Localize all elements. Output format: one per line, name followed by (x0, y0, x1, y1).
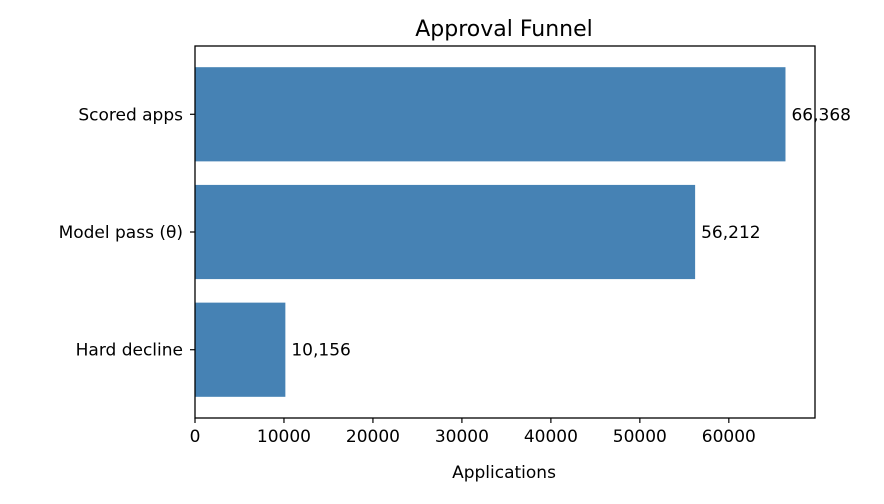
x-axis: 0 10000 20000 30000 40000 50000 60000 (190, 418, 756, 447)
y-tick-label: Hard decline (76, 341, 183, 361)
y-tick-label: Model pass (θ) (59, 223, 183, 243)
data-labels-layer: 10,156 56,212 66,368 (291, 105, 851, 360)
plot-frame (194, 45, 816, 419)
x-tick-label: 0 (190, 427, 201, 447)
x-tick-label: 30000 (435, 427, 489, 447)
y-tick-label: Scored apps (78, 105, 183, 125)
x-tick-label: 20000 (346, 427, 400, 447)
data-label: 10,156 (291, 341, 350, 361)
bar (195, 67, 786, 162)
bar (195, 184, 696, 280)
x-tick-label: 50000 (613, 427, 667, 447)
x-tick-label: 40000 (524, 427, 578, 447)
x-tick-label: 10000 (257, 427, 311, 447)
y-axis: Hard decline Model pass (θ) Scored apps (59, 105, 195, 361)
bars-layer (195, 67, 786, 397)
x-tick-label: 60000 (702, 427, 756, 447)
data-label: 56,212 (701, 223, 760, 243)
x-axis-label: Applications (452, 463, 556, 483)
chart-title: Approval Funnel (415, 17, 593, 42)
bar (195, 302, 286, 397)
data-label: 66,368 (791, 105, 850, 125)
